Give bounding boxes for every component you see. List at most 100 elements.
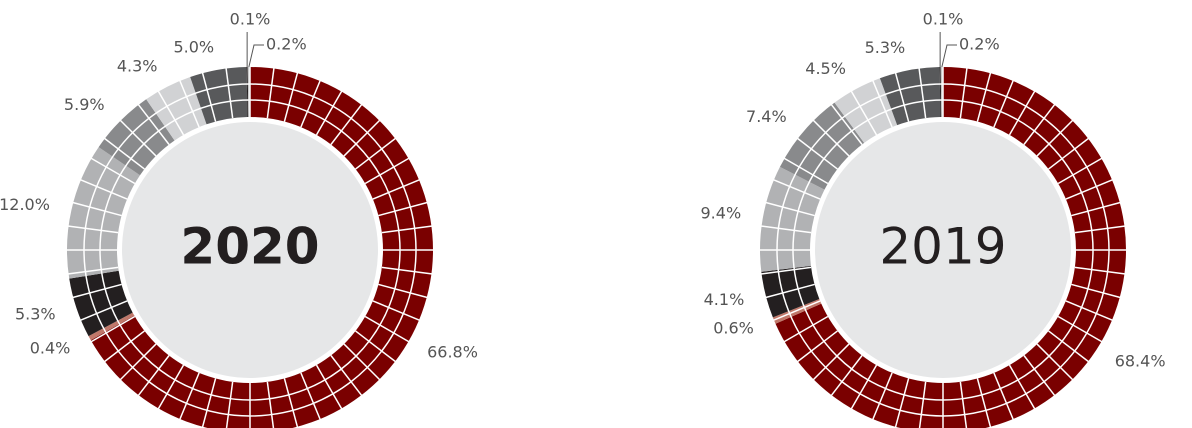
ring-grid (830, 355, 863, 397)
value-label: 0.1% (230, 10, 271, 29)
value-label: 5.0% (173, 38, 214, 57)
ring-grid (1036, 343, 1074, 381)
ring-grid (871, 79, 893, 128)
value-label: 0.6% (713, 319, 754, 338)
ring-grid (894, 378, 910, 428)
ring-grid (850, 90, 878, 136)
ring-grid (1023, 103, 1056, 145)
donut-segment (246, 67, 249, 118)
ring-grid (103, 137, 145, 170)
ring-grid (103, 330, 145, 363)
ring-grid (772, 300, 821, 322)
ring-grid (1057, 157, 1103, 185)
ring-grid (871, 372, 893, 421)
ring-grid (976, 72, 992, 122)
ring-grid (157, 90, 185, 136)
ring-grid (1071, 283, 1121, 299)
ring-grid (300, 372, 322, 421)
leader-line (248, 44, 264, 68)
ring-grid (330, 103, 363, 145)
ring-grid (90, 315, 136, 343)
ring-grid (201, 378, 217, 428)
ring-grid (765, 283, 815, 299)
donut-segment (88, 312, 135, 341)
center-label: 2020 (180, 218, 319, 276)
ring-grid (1074, 225, 1126, 234)
center-disk (122, 122, 378, 378)
ring-grid (178, 372, 200, 421)
ring-grid (783, 315, 829, 343)
ring-grid (137, 103, 170, 145)
ring-grid (918, 381, 927, 428)
ring-grid (783, 157, 829, 185)
value-label: 4.5% (805, 59, 846, 78)
ring-grid (157, 364, 185, 410)
ring-grid (812, 343, 850, 381)
value-label: 4.3% (117, 57, 158, 76)
ring-grid (993, 372, 1015, 421)
ring-grid (372, 178, 421, 200)
donut-segment (90, 67, 433, 428)
ring-grid (364, 315, 410, 343)
ring-grid (959, 67, 968, 119)
ring-grid (796, 330, 838, 363)
ring-grid (119, 343, 157, 381)
ring-grid (1071, 201, 1121, 217)
donut-segment (939, 67, 942, 118)
donut-segment (759, 166, 825, 272)
ring-grid (79, 300, 128, 322)
ring-grid (918, 67, 927, 119)
value-label: 12.0% (0, 195, 50, 214)
ring-grid (283, 72, 299, 122)
ring-grid (178, 79, 200, 128)
ring-grid (72, 201, 122, 217)
ring-grid (266, 67, 275, 119)
ring-grid (343, 343, 381, 381)
ring-grid (225, 381, 234, 428)
ring-grid (1048, 330, 1090, 363)
ring-grid (79, 178, 128, 200)
ring-grid (976, 378, 992, 428)
ring-grid (760, 225, 812, 234)
ring-grid (1065, 178, 1114, 200)
ring-grid (137, 355, 170, 397)
value-label: 68.4% (1115, 352, 1166, 371)
ring-grid (67, 266, 119, 275)
donut-segment (146, 77, 207, 141)
ring-grid (378, 201, 428, 217)
ring-grid (90, 157, 136, 185)
ring-grid (372, 300, 421, 322)
ring-grid (67, 225, 119, 234)
ring-grid (760, 266, 812, 275)
value-label: 5.3% (865, 38, 906, 57)
ring-grid (993, 79, 1015, 128)
ring-grid (72, 283, 122, 299)
donut-segment (834, 78, 898, 143)
ring-grid (381, 266, 433, 275)
ring-grid (1057, 315, 1103, 343)
ring-grid (119, 119, 157, 157)
ring-grid (796, 137, 838, 170)
value-label: 66.8% (427, 343, 478, 362)
value-label: 0.2% (266, 35, 307, 54)
ring-grid (315, 364, 343, 410)
value-label: 0.1% (923, 10, 964, 29)
ring-grid (850, 364, 878, 410)
ring-grid (1008, 364, 1036, 410)
center-disk (815, 122, 1071, 378)
ring-grid (959, 381, 968, 428)
ring-grid (300, 79, 322, 128)
ring-grid (381, 225, 433, 234)
ring-grid (1023, 355, 1056, 397)
ring-grid (1048, 137, 1090, 170)
ring-grid (330, 355, 363, 397)
value-label: 5.3% (15, 305, 56, 324)
ring-grid (772, 178, 821, 200)
ring-grid (1065, 300, 1114, 322)
ring-grid (830, 103, 863, 145)
ring-grid (378, 283, 428, 299)
ring-grid (812, 119, 850, 157)
value-label: 7.4% (746, 107, 787, 126)
value-label: 9.4% (701, 204, 742, 223)
